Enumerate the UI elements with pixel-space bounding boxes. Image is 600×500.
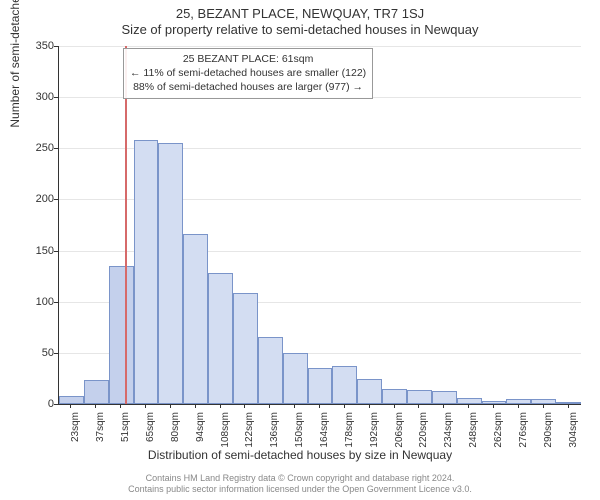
y-tick-label: 300 bbox=[14, 91, 54, 103]
histogram-bar bbox=[233, 293, 258, 404]
footer-line2: Contains public sector information licen… bbox=[0, 484, 600, 496]
x-tick bbox=[170, 404, 171, 408]
footer-attribution: Contains HM Land Registry data © Crown c… bbox=[0, 473, 600, 496]
x-tick-label: 80sqm bbox=[170, 412, 181, 452]
x-tick-label: 37sqm bbox=[95, 412, 106, 452]
x-tick-label: 122sqm bbox=[244, 412, 255, 452]
histogram-bar bbox=[183, 234, 208, 404]
chart-plot-area: 25 BEZANT PLACE: 61sqm← 11% of semi-deta… bbox=[58, 46, 581, 405]
x-tick bbox=[369, 404, 370, 408]
annotation-line3: 88% of semi-detached houses are larger (… bbox=[130, 80, 366, 94]
x-tick-label: 108sqm bbox=[220, 412, 231, 452]
x-tick-label: 164sqm bbox=[319, 412, 330, 452]
histogram-bar bbox=[283, 353, 308, 404]
x-tick bbox=[418, 404, 419, 408]
x-tick-label: 220sqm bbox=[418, 412, 429, 452]
y-tick bbox=[54, 148, 58, 149]
histogram-bar bbox=[134, 140, 159, 404]
y-tick bbox=[54, 46, 58, 47]
x-tick bbox=[319, 404, 320, 408]
x-tick bbox=[344, 404, 345, 408]
histogram-bar bbox=[208, 273, 233, 404]
y-tick bbox=[54, 199, 58, 200]
histogram-bar bbox=[84, 380, 109, 404]
x-tick bbox=[220, 404, 221, 408]
x-tick bbox=[493, 404, 494, 408]
histogram-bar bbox=[407, 390, 432, 404]
x-tick-label: 206sqm bbox=[394, 412, 405, 452]
y-tick bbox=[54, 251, 58, 252]
y-tick-label: 0 bbox=[14, 398, 54, 410]
x-tick-label: 23sqm bbox=[70, 412, 81, 452]
histogram-bar bbox=[158, 143, 183, 404]
histogram-bar bbox=[59, 396, 84, 404]
x-tick-label: 304sqm bbox=[568, 412, 579, 452]
chart-container: 25, BEZANT PLACE, NEWQUAY, TR7 1SJ Size … bbox=[0, 0, 600, 500]
x-tick-label: 136sqm bbox=[269, 412, 280, 452]
histogram-bar bbox=[258, 337, 283, 405]
y-tick bbox=[54, 404, 58, 405]
histogram-bar bbox=[332, 366, 357, 404]
x-tick bbox=[145, 404, 146, 408]
x-tick-label: 234sqm bbox=[443, 412, 454, 452]
x-tick-label: 192sqm bbox=[369, 412, 380, 452]
x-tick-label: 51sqm bbox=[120, 412, 131, 452]
x-tick bbox=[468, 404, 469, 408]
reference-marker-line bbox=[125, 46, 127, 404]
annotation-box: 25 BEZANT PLACE: 61sqm← 11% of semi-deta… bbox=[123, 48, 373, 99]
histogram-bar bbox=[531, 399, 556, 404]
chart-title-sub: Size of property relative to semi-detach… bbox=[0, 21, 600, 37]
histogram-bar bbox=[432, 391, 457, 404]
y-tick-label: 150 bbox=[14, 245, 54, 257]
x-tick bbox=[95, 404, 96, 408]
x-tick-label: 65sqm bbox=[145, 412, 156, 452]
x-tick-label: 94sqm bbox=[195, 412, 206, 452]
gridline bbox=[59, 46, 581, 47]
x-tick bbox=[70, 404, 71, 408]
x-tick bbox=[269, 404, 270, 408]
y-tick-label: 100 bbox=[14, 296, 54, 308]
x-tick-label: 178sqm bbox=[344, 412, 355, 452]
y-axis-label: Number of semi-detached properties bbox=[8, 0, 22, 128]
x-tick-label: 290sqm bbox=[543, 412, 554, 452]
y-tick bbox=[54, 97, 58, 98]
x-tick-label: 248sqm bbox=[468, 412, 479, 452]
x-tick-label: 262sqm bbox=[493, 412, 504, 452]
y-tick-label: 50 bbox=[14, 347, 54, 359]
histogram-bar bbox=[109, 266, 134, 404]
x-tick-label: 276sqm bbox=[518, 412, 529, 452]
x-tick bbox=[518, 404, 519, 408]
histogram-bar bbox=[308, 368, 333, 404]
footer-line1: Contains HM Land Registry data © Crown c… bbox=[0, 473, 600, 485]
histogram-bar bbox=[506, 399, 531, 404]
y-tick-label: 250 bbox=[14, 142, 54, 154]
x-tick bbox=[195, 404, 196, 408]
y-tick-label: 350 bbox=[14, 40, 54, 52]
y-tick-label: 200 bbox=[14, 193, 54, 205]
x-tick bbox=[244, 404, 245, 408]
x-tick bbox=[394, 404, 395, 408]
histogram-bar bbox=[556, 402, 581, 404]
annotation-line1: 25 BEZANT PLACE: 61sqm bbox=[130, 52, 366, 66]
x-tick bbox=[120, 404, 121, 408]
x-tick bbox=[543, 404, 544, 408]
histogram-bar bbox=[357, 379, 382, 404]
histogram-bar bbox=[382, 389, 407, 404]
y-tick bbox=[54, 353, 58, 354]
x-tick-label: 150sqm bbox=[294, 412, 305, 452]
x-tick bbox=[294, 404, 295, 408]
x-tick bbox=[443, 404, 444, 408]
annotation-line2: ← 11% of semi-detached houses are smalle… bbox=[130, 66, 366, 80]
x-tick bbox=[568, 404, 569, 408]
y-tick bbox=[54, 302, 58, 303]
chart-title-main: 25, BEZANT PLACE, NEWQUAY, TR7 1SJ bbox=[0, 0, 600, 21]
